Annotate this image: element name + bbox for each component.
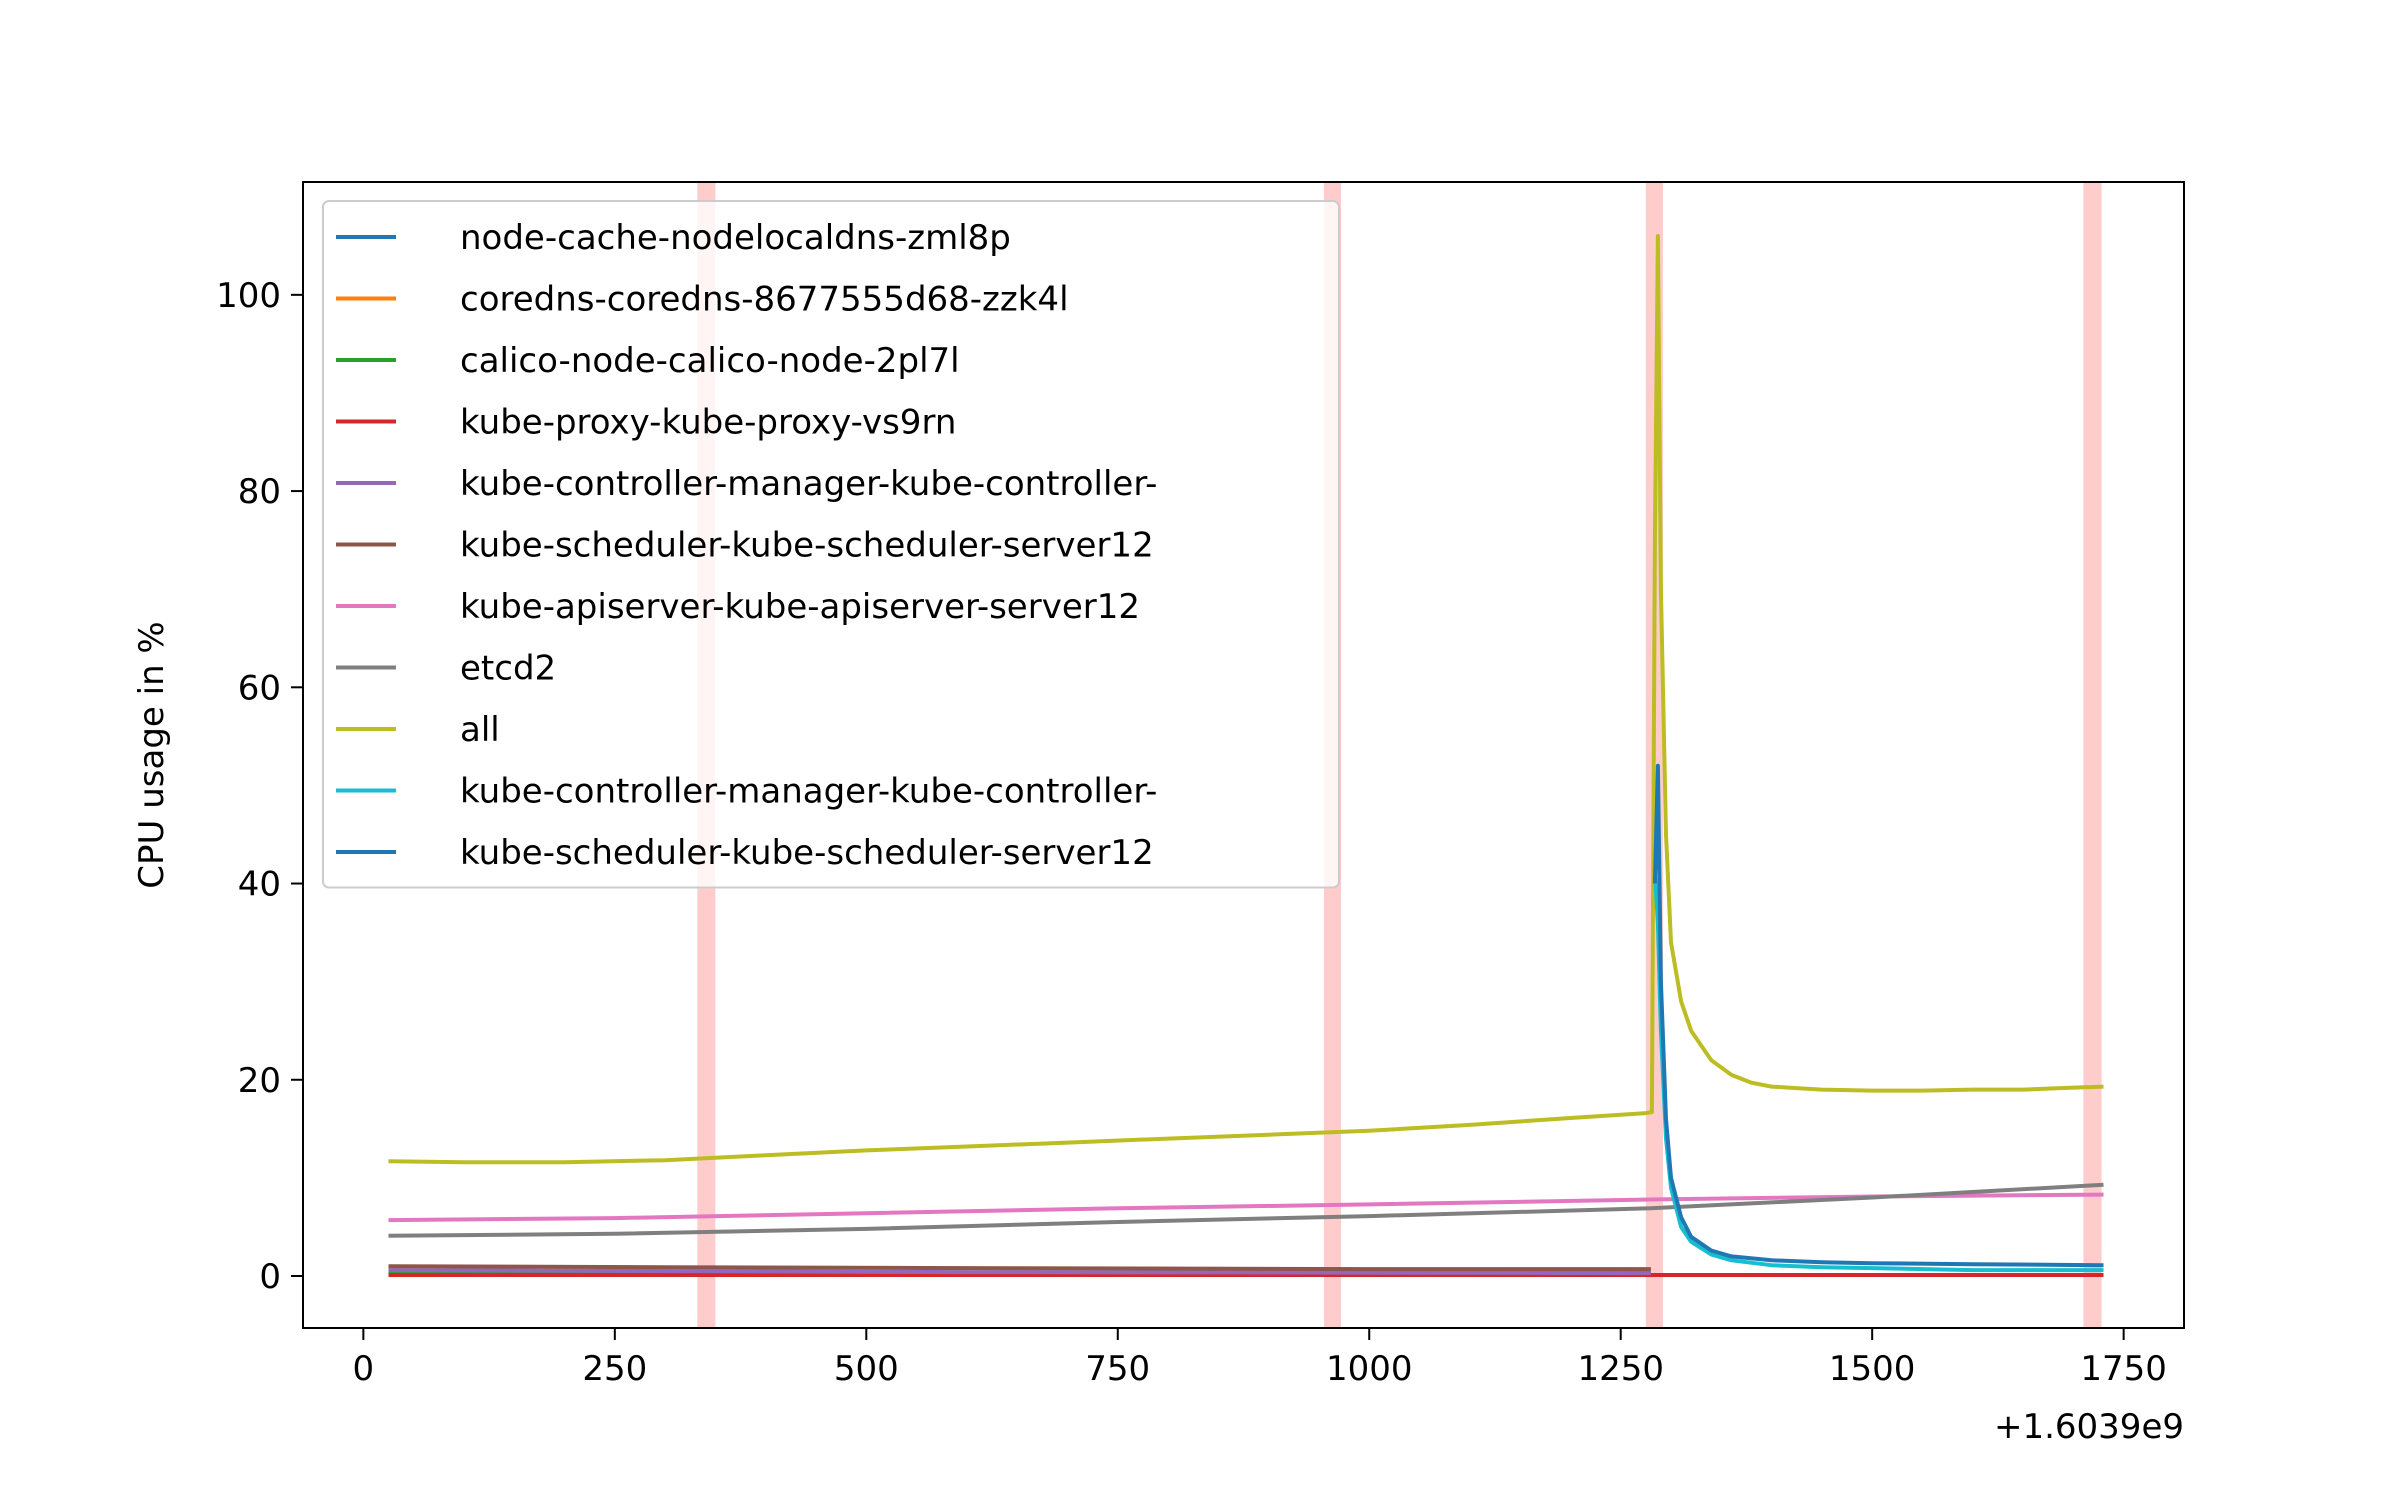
legend-label: etcd2 (460, 649, 556, 689)
x-tick-label: 1000 (1326, 1349, 1413, 1389)
legend-box (322, 200, 1340, 889)
y-tick-label: 40 (238, 865, 281, 905)
y-axis: 0 20 40 60 80 100 (216, 276, 303, 1297)
x-tick-label: 0 (353, 1349, 375, 1389)
legend-label: kube-controller-manager-kube-controller- (460, 772, 1157, 812)
legend-label: calico-node-calico-node-2pl7l (460, 341, 960, 381)
y-tick-label: 80 (238, 472, 281, 512)
y-tick-label: 60 (238, 668, 281, 708)
x-tick-label: 1250 (1577, 1349, 1664, 1389)
x-tick-label: 1750 (2080, 1349, 2167, 1389)
legend: node-cache-nodelocaldns-zml8p coredns-cor… (322, 200, 1340, 889)
y-tick-label: 20 (238, 1061, 281, 1101)
x-offset-label: +1.6039e9 (1994, 1407, 2184, 1447)
legend-label: kube-scheduler-kube-scheduler-server12 (460, 526, 1154, 566)
x-axis: 0 250 500 750 1000 1250 1500 1750 (353, 1328, 2167, 1389)
y-tick-label: 100 (216, 276, 281, 316)
x-tick-label: 1500 (1829, 1349, 1916, 1389)
legend-label: coredns-coredns-8677555d68-zzk4l (460, 280, 1069, 320)
legend-label: kube-proxy-kube-proxy-vs9rn (460, 403, 956, 443)
legend-label: all (460, 710, 500, 750)
highlight-band-4 (2083, 182, 2102, 1328)
x-tick-label: 500 (834, 1349, 899, 1389)
y-tick-label: 0 (259, 1257, 281, 1297)
axes-frame (302, 181, 2185, 1329)
series-line-5 (388, 1268, 1651, 1276)
legend-label: kube-scheduler-kube-scheduler-server12 (460, 833, 1154, 873)
legend-label: node-cache-nodelocaldns-zml8p (460, 218, 1011, 258)
series-line-6 (388, 1264, 1651, 1272)
series-lines (388, 234, 2104, 1277)
legend-label: kube-apiserver-kube-apiserver-server12 (460, 587, 1140, 627)
legend-label: kube-controller-manager-kube-controller- (460, 464, 1157, 504)
y-axis-label: CPU usage in % (132, 621, 172, 888)
series-line-8 (388, 1182, 2104, 1238)
series-line-11 (1652, 763, 2104, 1268)
x-tick-label: 750 (1085, 1349, 1150, 1389)
x-tick-label: 250 (582, 1349, 647, 1389)
series-line-9 (388, 234, 2104, 1165)
series-line-7 (388, 1192, 2104, 1223)
